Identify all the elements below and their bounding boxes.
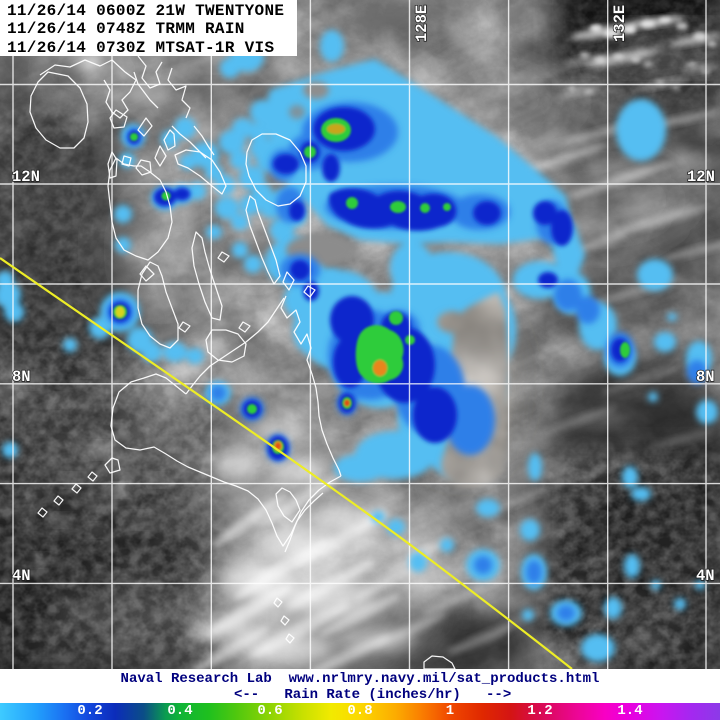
- svg-text:12N: 12N: [12, 168, 40, 186]
- svg-text:8N: 8N: [12, 368, 31, 386]
- svg-text:4N: 4N: [12, 567, 31, 585]
- svg-text:8N: 8N: [696, 368, 715, 386]
- svg-text:132E: 132E: [611, 5, 629, 42]
- svg-text:128E: 128E: [413, 5, 431, 42]
- svg-text:4N: 4N: [696, 567, 715, 585]
- svg-text:12N: 12N: [687, 168, 715, 186]
